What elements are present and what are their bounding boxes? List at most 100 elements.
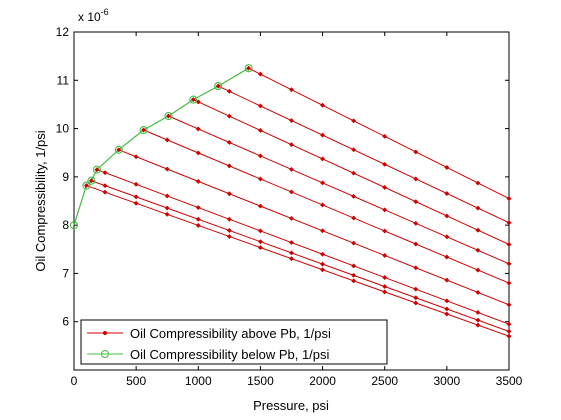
data-point-above-pb [506,261,512,267]
data-point-above-pb [444,164,450,171]
data-point-above-pb [444,306,450,312]
data-point-above-pb [226,233,232,240]
data-point-above-pb [226,216,232,222]
data-point-above-pb [320,102,326,108]
x-tick-label: 1000 [185,374,212,388]
data-point-above-pb [288,87,295,93]
data-point-above-pb [195,178,201,184]
y-tick-label: 11 [57,73,70,87]
data-point-above-pb [102,183,108,189]
data-point-below-pb [164,111,173,121]
data-point-above-pb [320,228,326,234]
data-point-above-pb [444,190,450,197]
data-point-above-pb [351,263,357,269]
legend-box [80,319,388,365]
data-point-above-pb [382,133,388,139]
y-scale-label: x 10-6 [78,7,109,24]
data-point-above-pb [288,240,295,246]
data-point-below-pb [69,221,79,230]
data-point-above-pb [320,156,326,162]
plot-frame [73,31,510,371]
data-point-above-pb [215,83,221,89]
data-point-above-pb [351,193,357,199]
data-point-above-pb [413,176,419,182]
data-point-below-pb [82,181,91,190]
data-point-above-pb [444,213,450,219]
data-point-above-pb [475,267,481,273]
data-point-above-pb [195,150,201,156]
data-point-above-pb [165,113,172,119]
series-line-above-pb [193,99,510,245]
data-point-above-pb [506,280,512,286]
series-line-above-pb [168,115,510,265]
x-tick-label: 3000 [434,374,461,388]
data-point-above-pb [351,272,357,278]
data-point-above-pb [444,311,450,317]
markers-layer [69,64,512,339]
legend-marker-below [101,350,109,358]
data-point-above-pb [382,283,388,290]
data-point-above-pb [164,211,170,217]
data-point-above-pb [320,180,326,186]
data-point-above-pb [444,254,450,260]
data-point-above-pb [190,97,196,103]
data-point-above-pb [475,289,481,296]
data-point-above-pb [506,333,512,339]
data-point-above-pb [382,184,388,190]
data-point-above-pb [506,196,512,202]
data-point-above-pb [475,309,481,316]
data-point-above-pb [257,176,263,182]
data-point-above-pb [288,256,295,262]
data-point-above-pb [506,328,512,334]
data-point-above-pb [164,193,170,199]
axis-ticks: 0 500 1000 1500 2000 2500 3000 3500 6 7 8 9 10 11 12 [56,25,523,388]
data-point-above-pb [320,251,326,257]
data-point-above-pb [351,118,357,124]
data-point-above-pb [320,202,326,208]
x-tick-label: 0 [71,374,78,388]
legend: Oil Compressibility above Pb, 1/psi Oil … [80,319,388,365]
data-point-above-pb [506,241,512,248]
data-point-above-pb [288,215,295,221]
legend-label-below: Oil Compressibility below Pb, 1/psi [130,347,330,362]
data-point-above-pb [226,113,232,119]
data-point-above-pb [413,295,419,301]
x-axis-title: Pressure, psi [253,398,329,413]
series-line-above-pb [91,180,510,332]
data-point-above-pb [226,191,232,197]
data-point-above-pb [133,194,139,200]
data-point-above-pb [351,240,357,246]
data-point-above-pb [320,267,326,273]
series-line-above-pb [118,149,510,306]
data-point-above-pb [382,207,388,213]
data-point-above-pb [444,277,450,283]
data-point-above-pb [351,147,357,153]
data-point-above-pb [413,286,419,292]
data-point-below-pb [139,125,148,135]
y-tick-label: 9 [62,170,69,184]
data-point-above-pb [320,261,326,267]
data-point-above-pb [195,126,201,132]
data-point-above-pb [102,170,108,176]
data-point-above-pb [195,216,201,222]
x-tick-label: 500 [126,374,146,388]
data-point-above-pb [351,215,357,221]
data-point-below-pb [92,165,102,174]
data-point-above-pb [226,163,232,169]
data-point-above-pb [88,178,94,184]
data-point-below-pb [114,145,123,154]
data-point-below-pb [189,95,198,104]
data-point-above-pb [226,227,232,234]
y-tick-label: 10 [56,122,70,136]
legend-label-above: Oil Compressibility above Pb, 1/psi [130,326,331,341]
data-point-above-pb [413,265,419,271]
data-point-above-pb [351,278,357,284]
data-point-below-pb [244,64,253,73]
data-point-above-pb [475,205,481,211]
data-point-above-pb [195,205,201,211]
data-point-above-pb [475,180,481,186]
data-point-above-pb [94,167,100,173]
y-tick-label: 12 [56,25,70,39]
data-point-above-pb [257,71,263,77]
